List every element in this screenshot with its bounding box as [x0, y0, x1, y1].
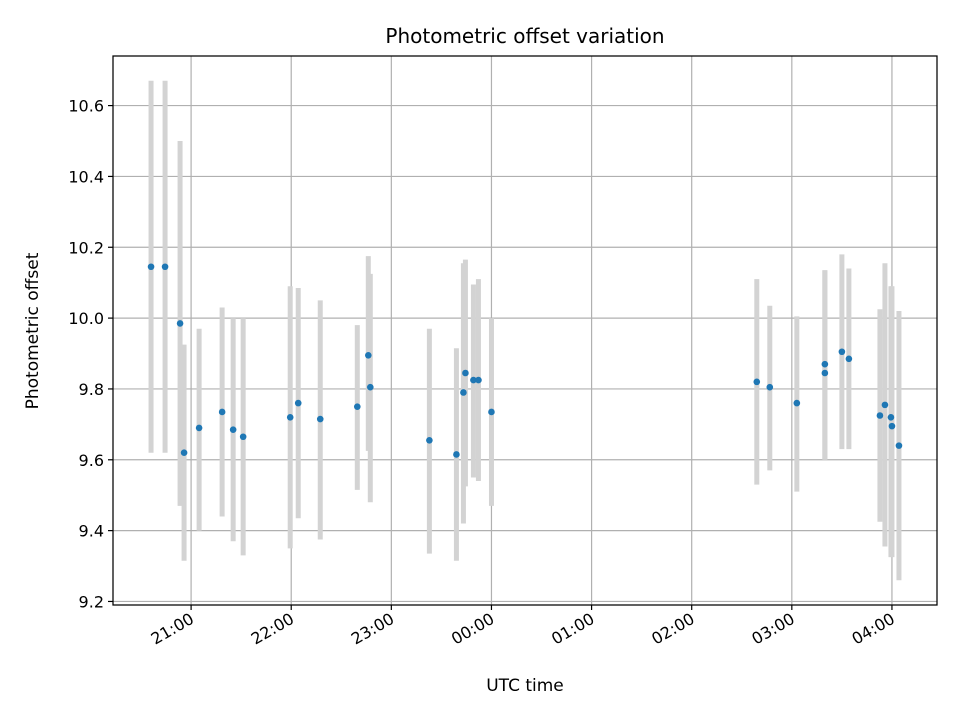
data-point: [845, 355, 853, 363]
y-tick-label: 9.2: [79, 592, 104, 611]
y-tick-label: 10.6: [68, 97, 104, 116]
data-point: [895, 442, 903, 449]
data-point: [180, 449, 188, 456]
data-point: [239, 433, 247, 441]
data-point: [294, 399, 302, 407]
data-point: [821, 360, 829, 368]
data-point: [838, 348, 846, 356]
data-point: [195, 424, 203, 432]
data-point: [286, 413, 294, 421]
data-point: [365, 351, 372, 359]
data-point: [888, 422, 896, 430]
data-point: [793, 399, 801, 407]
data-point: [887, 413, 895, 421]
data-point: [367, 383, 374, 391]
y-tick-label: 9.4: [79, 522, 104, 541]
x-axis-label: UTC time: [486, 676, 564, 696]
data-point: [176, 320, 184, 327]
y-tick-label: 9.8: [79, 380, 104, 399]
data-point: [460, 389, 467, 396]
data-point: [229, 426, 237, 433]
data-point: [453, 451, 460, 458]
data-point: [881, 401, 889, 409]
data-point: [488, 408, 495, 416]
grid-lines: [113, 56, 937, 605]
y-tick-label: 9.6: [79, 451, 104, 470]
data-point: [753, 378, 761, 386]
y-tick-label: 10.2: [68, 238, 104, 257]
data-point: [161, 263, 169, 271]
y-axis-label: Photometric offset: [23, 252, 43, 409]
data-point: [462, 369, 469, 377]
data-point: [353, 403, 361, 410]
data-point: [316, 415, 324, 423]
plot-area-frame: [112, 55, 938, 606]
data-point: [426, 437, 433, 444]
data-point: [470, 376, 477, 384]
data-points: [147, 263, 903, 458]
y-axis-ticks: 9.2 9.4 9.6 9.8 10.0 10.2 10.4 10.6: [68, 97, 113, 611]
data-point: [147, 263, 155, 271]
data-point: [821, 369, 829, 377]
data-point: [766, 383, 774, 391]
data-point: [218, 408, 226, 416]
y-tick-label: 10.0: [68, 309, 104, 328]
data-point: [876, 412, 884, 419]
y-tick-label: 10.4: [68, 167, 104, 186]
chart-title: Photometric offset variation: [385, 24, 664, 48]
data-point: [475, 376, 482, 384]
